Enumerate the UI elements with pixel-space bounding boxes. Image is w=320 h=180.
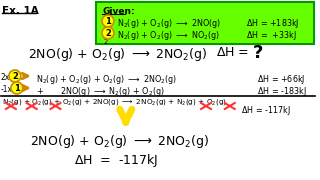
Text: 2NO(g) + O$_2$(g) $\longrightarrow$ 2NO$_2$(g): 2NO(g) + O$_2$(g) $\longrightarrow$ 2NO$… <box>28 46 207 63</box>
Text: N$_2$(g) + O$_2$(g) + O$_2$(g) $\longrightarrow$ 2NO$_2$(g): N$_2$(g) + O$_2$(g) + O$_2$(g) $\longrig… <box>36 73 177 86</box>
Text: 2: 2 <box>12 71 18 80</box>
Circle shape <box>102 15 114 27</box>
Circle shape <box>102 27 114 39</box>
Text: Given:: Given: <box>102 7 135 16</box>
Text: 1: 1 <box>14 84 20 93</box>
Text: $\Delta$H =: $\Delta$H = <box>216 46 250 59</box>
Text: N$_2$(g) + O$_2$(g) $\longrightarrow$ 2NO(g): N$_2$(g) + O$_2$(g) $\longrightarrow$ 2N… <box>117 17 221 30</box>
Text: $\Delta$H = -117kJ: $\Delta$H = -117kJ <box>241 104 290 117</box>
Text: -1x: -1x <box>1 85 13 94</box>
Text: 2x: 2x <box>1 73 10 82</box>
Text: 2: 2 <box>105 28 111 37</box>
Text: Ex. 1A: Ex. 1A <box>2 6 39 16</box>
Text: 1: 1 <box>105 17 111 26</box>
Text: 2NO(g) + O$_2$(g) $\longrightarrow$ 2NO$_2$(g): 2NO(g) + O$_2$(g) $\longrightarrow$ 2NO$… <box>30 133 209 150</box>
Text: $\Delta$H = +183kJ: $\Delta$H = +183kJ <box>246 17 299 30</box>
Text: ?: ? <box>252 44 263 62</box>
Text: $\Delta$H  =  -117kJ: $\Delta$H = -117kJ <box>74 152 159 169</box>
Text: $\Delta$H = -183kJ: $\Delta$H = -183kJ <box>258 85 307 98</box>
Circle shape <box>11 82 23 94</box>
Text: +       2NO(g) $\longrightarrow$ N$_2$(g) + O$_2$(g): + 2NO(g) $\longrightarrow$ N$_2$(g) + O$… <box>36 85 164 98</box>
Text: $\frac{1}{2}$: $\frac{1}{2}$ <box>103 29 109 47</box>
FancyBboxPatch shape <box>96 2 314 44</box>
Text: N$_2$(g) + O$_2$(g) $\longrightarrow$ NO$_2$(g): N$_2$(g) + O$_2$(g) $\longrightarrow$ NO… <box>117 29 220 42</box>
Text: $\Delta$H = +66kJ: $\Delta$H = +66kJ <box>258 73 306 86</box>
Circle shape <box>9 70 21 82</box>
Text: $\Delta$H =  +33kJ: $\Delta$H = +33kJ <box>246 29 296 42</box>
Text: N$_2$(g) + O$_2$(g) + O$_2$(g) + 2NO(g) $\longrightarrow$ 2NO$_2$(g) + N$_2$(g) : N$_2$(g) + O$_2$(g) + O$_2$(g) + 2NO(g) … <box>2 97 227 107</box>
